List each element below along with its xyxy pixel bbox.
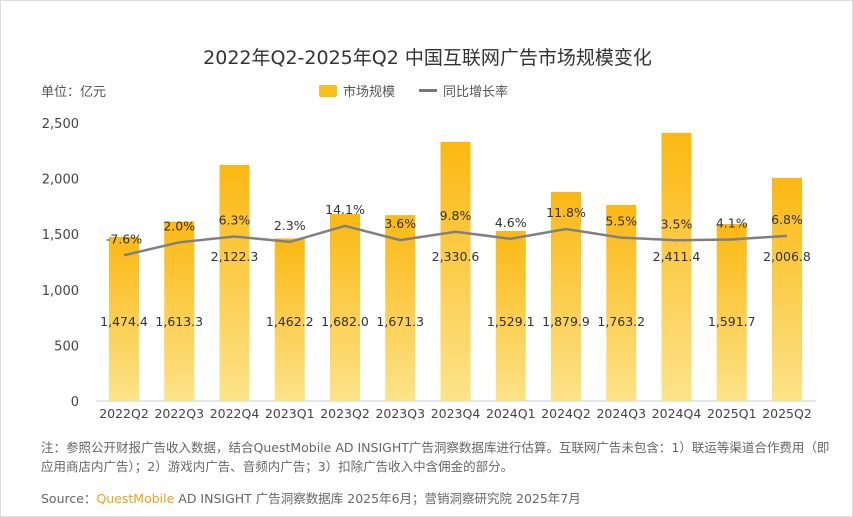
bar-value-label: 1,682.0: [321, 314, 369, 329]
footnote: 注：参照公开财报广告收入数据，结合QuestMobile AD INSIGHT广…: [41, 440, 830, 474]
source-label: Source：: [41, 491, 97, 506]
bar: [440, 141, 471, 401]
growth-rate-label: 5.5%: [605, 214, 637, 229]
bar: [274, 238, 305, 401]
bar: [109, 237, 139, 401]
x-tick-label: 2024Q1: [486, 406, 536, 421]
growth-rate-label: 2.3%: [274, 218, 306, 233]
x-tick-label: 2023Q2: [320, 406, 370, 421]
legend: 市场规模 同比增长率: [319, 81, 508, 100]
bar: [716, 224, 747, 401]
bar: [219, 165, 250, 401]
bar: [164, 221, 195, 401]
bar-value-label: 1,671.3: [376, 314, 424, 329]
x-tick-label: 2025Q1: [707, 406, 757, 421]
bar-value-label: 2,122.3: [211, 249, 259, 264]
bar-value-label: 1,879.9: [542, 314, 590, 329]
y-tick-label: 0: [71, 395, 79, 410]
growth-rate-label: 6.8%: [771, 212, 803, 227]
y-tick-label: 2,500: [42, 117, 79, 132]
bar: [495, 230, 526, 401]
x-tick-label: 2024Q3: [596, 406, 646, 421]
bar-value-label: 1,763.2: [597, 314, 645, 329]
bar: [606, 204, 637, 401]
y-tick-label: 1,500: [42, 228, 79, 243]
bar-value-label: 2,411.4: [653, 249, 701, 264]
growth-rate-label: 3.6%: [384, 216, 416, 231]
growth-rate-label: 2.0%: [163, 218, 195, 233]
growth-rate-label: 9.8%: [440, 208, 472, 223]
bar-value-label: 1,613.3: [155, 314, 203, 329]
bar-value-label: 2,006.8: [763, 249, 811, 264]
bar-value-label: 1,591.7: [708, 314, 756, 329]
x-tick-label: 2025Q2: [762, 406, 812, 421]
growth-rate-label: 14.1%: [325, 202, 365, 217]
growth-rate-label: -7.6%: [106, 231, 142, 246]
x-tick-label: 2024Q2: [541, 406, 591, 421]
growth-rate-label: 3.5%: [661, 216, 693, 231]
x-tick-label: 2023Q1: [265, 406, 315, 421]
bar-value-label: 1,529.1: [487, 314, 535, 329]
bar-value-label: 1,474.4: [100, 314, 148, 329]
legend-bar-swatch: [319, 84, 337, 97]
growth-rate-label: 11.8%: [546, 205, 586, 220]
source-brand: QuestMobile: [96, 491, 175, 506]
chart-title: 2022年Q2-2025年Q2 中国互联网广告市场规模变化: [203, 47, 652, 69]
legend-line-swatch: [419, 89, 438, 92]
x-tick-label: 2022Q4: [210, 406, 260, 421]
growth-rate-label: 6.3%: [219, 212, 251, 227]
growth-rate-label: 4.6%: [495, 215, 527, 230]
unit-label: 单位：亿元: [41, 85, 107, 100]
y-tick-label: 1,000: [42, 284, 79, 299]
y-tick-label: 2,000: [42, 173, 79, 188]
bar: [330, 213, 360, 401]
growth-rate-label: 4.1%: [716, 215, 748, 230]
legend-line-label: 同比增长率: [443, 85, 509, 100]
source-text: AD INSIGHT 广告洞察数据库 2025年6月；营销洞察研究院 2025年…: [174, 491, 581, 506]
bar: [772, 177, 802, 401]
growth-rate-line: [123, 224, 788, 257]
plot-area: 0 500 1,000 1,500 2,000 2,500 2022Q2 1,474.4 202…: [42, 117, 816, 421]
source-line: Source：QuestMobile AD INSIGHT 广告洞察数据库 20…: [41, 488, 581, 507]
bar: [551, 191, 581, 401]
bar-value-label: 2,330.6: [432, 249, 480, 264]
bar: [385, 215, 416, 401]
legend-bar-label: 市场规模: [343, 85, 396, 100]
x-tick-label: 2022Q2: [99, 406, 149, 421]
y-tick-label: 500: [54, 339, 79, 354]
bar-value-label: 1,462.2: [266, 314, 314, 329]
x-tick-label: 2023Q3: [375, 406, 425, 421]
x-tick-label: 2022Q3: [154, 406, 204, 421]
x-tick-label: 2023Q4: [431, 406, 481, 421]
x-tick-label: 2024Q4: [652, 406, 702, 421]
bar: [661, 132, 692, 401]
